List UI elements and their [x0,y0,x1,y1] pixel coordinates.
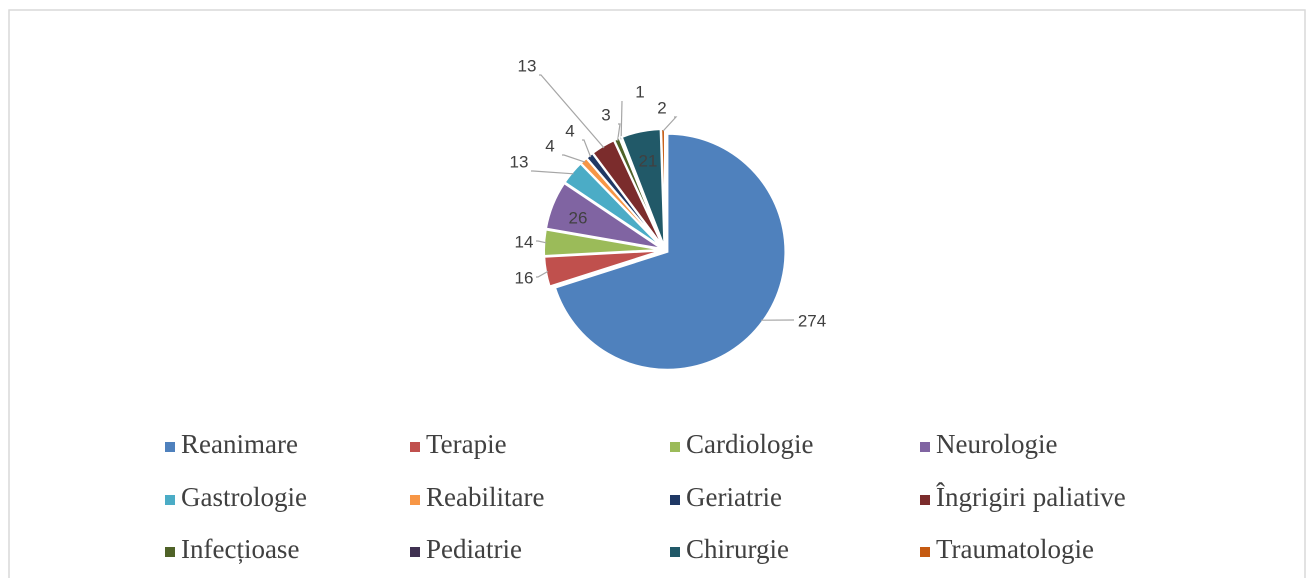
leader-line [536,270,549,278]
data-label: 14 [515,232,534,251]
data-label: 21 [639,151,658,170]
legend-swatch [165,442,175,452]
legend-swatch [920,442,930,452]
legend-label: Cardiologie [686,429,813,459]
legend-label: Terapie [426,429,507,459]
data-label: 13 [518,56,537,75]
leader-line [582,139,592,158]
leader-line [531,170,574,175]
data-label: 26 [569,208,588,227]
leader-line [620,100,623,140]
legend-swatch [410,442,420,452]
data-label: 274 [798,311,826,330]
data-label: 4 [565,121,574,140]
leader-line [539,74,605,149]
legend-swatch [670,495,680,505]
leader-line [616,123,621,141]
leader-line [662,116,678,132]
legend-swatch [165,495,175,505]
legend-swatch [920,547,930,557]
legend-swatch [670,547,680,557]
legend-label: Infecțioase [181,534,299,564]
data-label: 13 [510,152,529,171]
legend-label: Reabilitare [426,482,544,512]
leader-line [536,240,547,244]
data-label: 4 [545,136,554,155]
legend-label: Pediatrie [426,534,522,564]
legend-label: Neurologie [936,429,1057,459]
legend-label: Îngrigiri paliative [936,482,1126,512]
data-label: 2 [657,98,666,117]
leader-line [562,154,586,163]
data-label: 3 [601,105,610,124]
legend-swatch [165,547,175,557]
legend-swatch [920,495,930,505]
legend-label: Chirurgie [686,534,789,564]
legend-swatch [670,442,680,452]
legend-swatch [410,547,420,557]
legend-label: Geriatrie [686,482,782,512]
pie-slice [553,132,787,371]
legend-label: Gastrologie [181,482,307,512]
legend-label: Traumatologie [936,534,1094,564]
data-label: 1 [635,82,644,101]
legend-swatch [410,495,420,505]
legend-label: Reanimare [181,429,298,459]
data-label: 16 [515,268,534,287]
